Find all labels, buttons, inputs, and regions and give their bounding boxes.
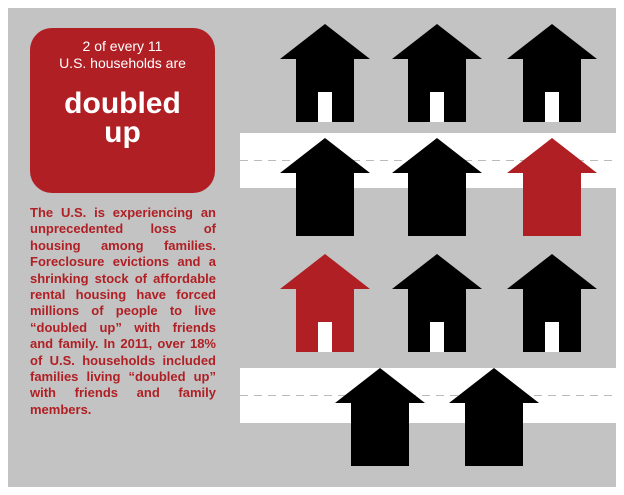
house-row (280, 24, 597, 122)
house-row (280, 254, 597, 352)
badge-text: U.S. households are (59, 55, 186, 71)
badge-headline: doubled (64, 87, 181, 120)
badge-headline: up (104, 116, 141, 149)
house (280, 254, 370, 352)
house (392, 24, 482, 122)
house (507, 254, 597, 352)
house (392, 254, 482, 352)
house-row (280, 138, 597, 236)
stat-badge: 2 of every 11 U.S. households are double… (30, 28, 215, 193)
house (507, 24, 597, 122)
house (280, 24, 370, 122)
description: The U.S. is experiencing an unprecedente… (30, 205, 216, 417)
badge-text: 2 of every 11 (82, 38, 163, 54)
